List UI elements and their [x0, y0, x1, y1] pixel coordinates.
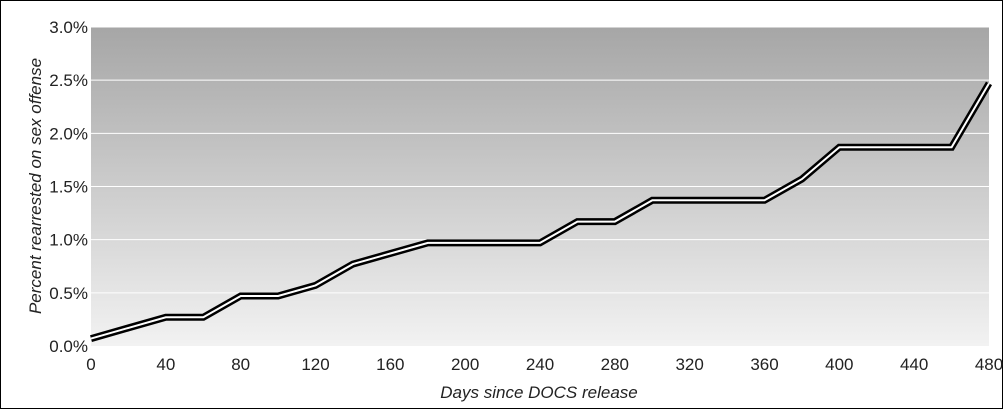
x-tick-label: 360	[750, 355, 778, 374]
x-tick-label: 0	[86, 355, 95, 374]
x-axis-ticks: 0 40 80 120 160 200 240 280 320 360 400 440 480	[86, 355, 1003, 374]
y-axis-ticks: 0.0% 0.5% 1.0% 1.5% 2.0% 2.5% 3.0%	[49, 18, 88, 356]
y-tick-label: 2.0%	[49, 124, 88, 143]
x-tick-label: 480	[975, 355, 1003, 374]
series-line	[90, 81, 993, 342]
y-axis-title: Percent rearrested on sex offense	[26, 58, 45, 314]
y-tick-label: 1.0%	[49, 231, 88, 250]
x-tick-label: 320	[675, 355, 703, 374]
x-tick-label: 200	[451, 355, 479, 374]
y-tick-label: 0.5%	[49, 284, 88, 303]
y-tick-label: 3.0%	[49, 18, 88, 37]
series-line	[90, 82, 990, 340]
x-axis-title: Days since DOCS release	[440, 383, 637, 402]
x-tick-label: 160	[376, 355, 404, 374]
x-tick-label: 80	[231, 355, 250, 374]
y-tick-label: 1.5%	[49, 178, 88, 197]
x-tick-label: 440	[900, 355, 928, 374]
x-tick-label: 240	[526, 355, 554, 374]
y-tick-label: 0.0%	[49, 337, 88, 356]
x-tick-label: 120	[301, 355, 329, 374]
x-tick-label: 40	[156, 355, 175, 374]
x-tick-label: 280	[601, 355, 629, 374]
y-tick-label: 2.5%	[49, 71, 88, 90]
x-tick-label: 400	[825, 355, 853, 374]
